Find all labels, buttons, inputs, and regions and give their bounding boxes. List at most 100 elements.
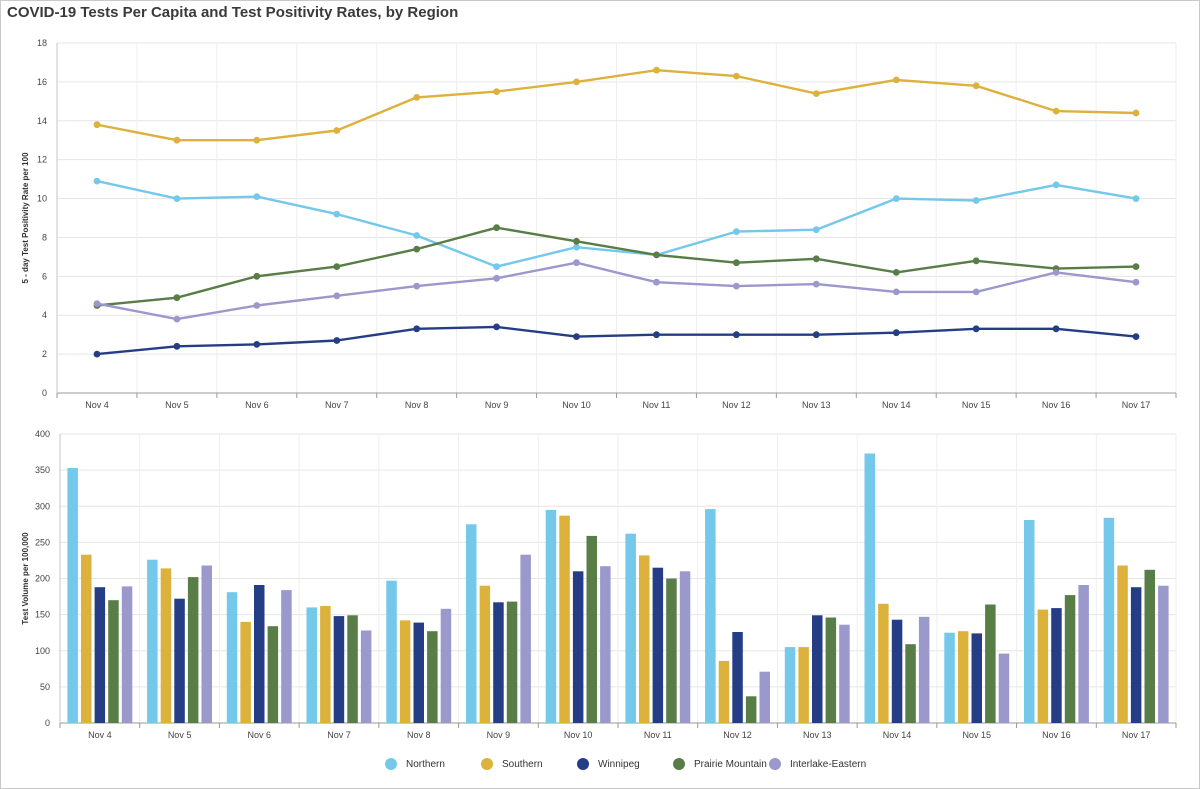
x-tick-label: Nov 8 xyxy=(407,730,431,740)
y-tick-label: 400 xyxy=(35,429,50,439)
legend-label: Northern xyxy=(406,758,445,770)
legend-swatch xyxy=(385,758,397,770)
bar-northern xyxy=(1103,517,1115,723)
legend-swatch xyxy=(673,758,685,770)
x-tick-label: Nov 7 xyxy=(327,730,351,740)
bar-prairie-mountain xyxy=(506,601,518,723)
bar-winnipeg xyxy=(1130,587,1142,723)
data-point-northern xyxy=(333,210,341,218)
bar-interlake-eastern xyxy=(679,571,691,723)
data-point-winnipeg xyxy=(653,331,660,339)
data-point-northern xyxy=(812,226,820,234)
bar-winnipeg xyxy=(572,571,584,723)
bar-southern xyxy=(240,621,251,723)
data-point-interlake-eastern xyxy=(733,282,740,290)
legend-item-interlake-eastern[interactable]: Interlake-Eastern xyxy=(769,758,866,770)
data-point-interlake-eastern xyxy=(812,280,820,288)
bar-prairie-mountain xyxy=(108,600,119,723)
data-point-winnipeg xyxy=(812,331,820,339)
bar-winnipeg xyxy=(1051,608,1062,723)
data-point-southern xyxy=(413,94,421,101)
data-point-northern xyxy=(253,193,261,201)
bar-interlake-eastern xyxy=(360,630,372,723)
data-point-interlake-eastern xyxy=(972,288,980,296)
bar-prairie-mountain xyxy=(1144,569,1155,723)
data-point-prairie-mountain xyxy=(812,255,820,263)
series-line-northern xyxy=(96,179,1137,268)
bar-northern xyxy=(1024,520,1035,723)
bar-prairie-mountain xyxy=(187,577,199,723)
x-tick-label: Nov 16 xyxy=(1042,730,1071,740)
data-point-northern xyxy=(1052,181,1060,189)
data-point-winnipeg xyxy=(253,341,261,348)
x-tick-label: Nov 17 xyxy=(1122,400,1151,410)
data-point-southern xyxy=(1132,109,1140,117)
data-point-northern xyxy=(972,197,980,204)
x-tick-label: Nov 9 xyxy=(487,730,511,740)
x-tick-label: Nov 13 xyxy=(803,730,832,740)
x-tick-label: Nov 15 xyxy=(962,400,991,410)
bar-southern xyxy=(320,606,331,723)
bar-interlake-eastern xyxy=(918,616,930,723)
bar-interlake-eastern xyxy=(201,565,212,723)
bar-interlake-eastern xyxy=(759,671,770,723)
data-point-southern xyxy=(812,90,820,97)
bar-interlake-eastern xyxy=(1158,585,1169,723)
bar-southern xyxy=(1037,609,1049,723)
y-tick-label: 8 xyxy=(42,232,47,242)
data-point-southern xyxy=(892,76,900,84)
data-point-prairie-mountain xyxy=(573,237,580,245)
bar-southern xyxy=(160,568,172,723)
bar-winnipeg xyxy=(94,587,106,723)
data-point-prairie-mountain xyxy=(892,269,900,276)
x-tick-label: Nov 13 xyxy=(802,400,831,410)
legend-item-winnipeg[interactable]: Winnipeg xyxy=(577,758,640,770)
bar-interlake-eastern xyxy=(440,608,452,723)
bar-interlake-eastern xyxy=(520,554,531,723)
x-tick-label: Nov 14 xyxy=(883,730,912,740)
bar-northern xyxy=(147,559,158,723)
legend-label: Prairie Mountain xyxy=(694,758,767,770)
data-point-interlake-eastern xyxy=(93,300,101,307)
data-point-winnipeg xyxy=(733,331,740,339)
bar-southern xyxy=(559,515,570,723)
bar-interlake-eastern xyxy=(600,566,611,723)
x-tick-label: Nov 7 xyxy=(325,400,349,410)
legend-label: Interlake-Eastern xyxy=(790,758,867,770)
x-tick-label: Nov 17 xyxy=(1122,730,1151,740)
bar-northern xyxy=(705,509,716,723)
bar-northern xyxy=(386,580,397,723)
bar-southern xyxy=(798,647,809,723)
legend-label: Winnipeg xyxy=(598,758,640,770)
bar-southern xyxy=(718,660,730,723)
data-point-interlake-eastern xyxy=(333,292,341,300)
x-tick-label: Nov 5 xyxy=(165,400,189,410)
bar-northern xyxy=(306,607,317,723)
bar-northern xyxy=(466,524,477,723)
bar-winnipeg xyxy=(812,615,823,723)
data-point-interlake-eastern xyxy=(1052,269,1060,276)
data-point-interlake-eastern xyxy=(573,259,580,267)
bar-southern xyxy=(639,555,650,723)
data-point-southern xyxy=(173,136,181,144)
bar-prairie-mountain xyxy=(347,615,358,723)
bar-prairie-mountain xyxy=(825,617,837,723)
data-point-interlake-eastern xyxy=(253,302,261,309)
series-line-winnipeg xyxy=(96,325,1137,356)
data-point-prairie-mountain xyxy=(413,245,421,253)
x-tick-label: Nov 16 xyxy=(1042,400,1071,410)
legend-item-northern[interactable]: Northern xyxy=(385,758,445,770)
legend-item-prairie-mountain[interactable]: Prairie Mountain xyxy=(673,758,767,770)
bar-interlake-eastern xyxy=(839,624,850,723)
legend-item-southern[interactable]: Southern xyxy=(481,758,543,770)
legend-swatch xyxy=(481,758,493,770)
data-point-interlake-eastern xyxy=(493,274,500,282)
bar-prairie-mountain xyxy=(1064,595,1076,723)
data-point-interlake-eastern xyxy=(653,278,660,286)
x-tick-label: Nov 9 xyxy=(485,400,509,410)
bar-prairie-mountain xyxy=(586,535,597,723)
y-tick-label: 12 xyxy=(37,155,47,165)
data-point-interlake-eastern xyxy=(173,315,181,323)
series-line-interlake-eastern xyxy=(96,261,1137,321)
